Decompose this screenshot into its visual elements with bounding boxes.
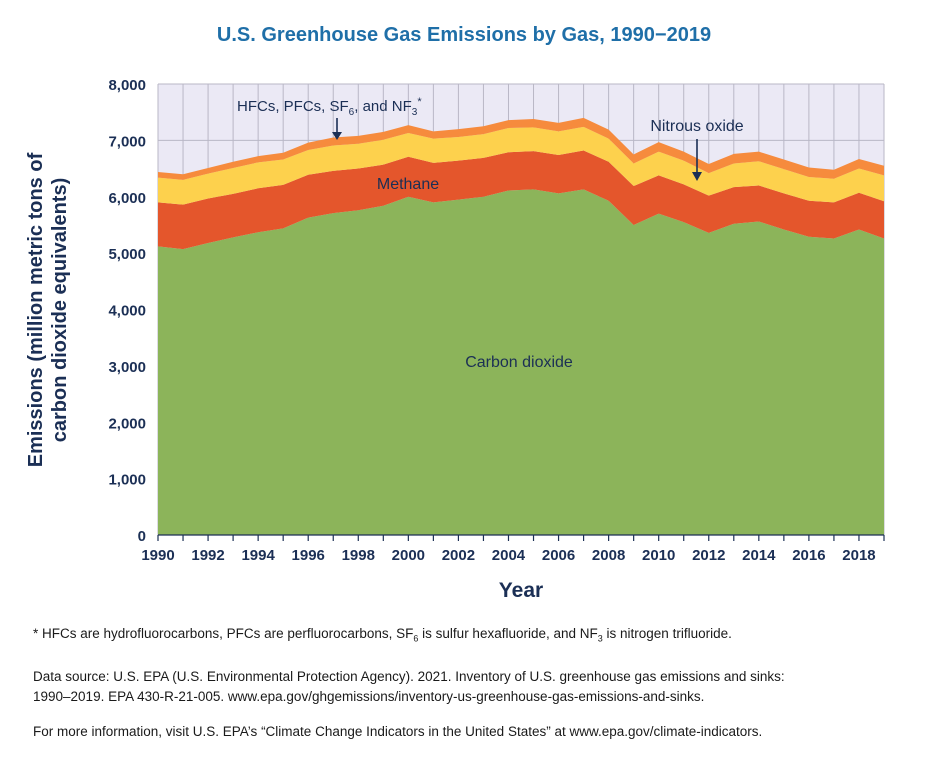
area-series: [158, 117, 884, 536]
area-carbon-dioxide: [158, 189, 884, 536]
x-tick-label-2004: 2004: [492, 547, 526, 564]
data-source-note: Data source: U.S. EPA (U.S. Environmenta…: [33, 667, 913, 707]
y-axis-label-line1: Emissions (million metric tons of: [25, 152, 47, 467]
footnote-sub-2: 3: [597, 633, 603, 644]
x-axis-ticks: 1990 1992 1994 1996 1998 2000 2002 2004 2006 2008…: [141, 534, 885, 564]
nitrous-oxide-label: Nitrous oxide: [650, 118, 743, 135]
hfc-label-star: *: [417, 96, 422, 108]
more-info-note: For more information, visit U.S. EPA’s “…: [33, 722, 913, 742]
area-hfcs-pfcs-sf6-and-nf3: [158, 117, 884, 180]
footnote: * HFCs are hydrofluorocarbons, PFCs are …: [33, 624, 913, 649]
hfc-annotation: HFCs, PFCs, SF6, and NF3*: [237, 96, 422, 118]
footnote-part-c: is nitrogen trifluoride.: [602, 626, 732, 641]
y-axis-ticks: 0 1,000 2,000 3,000 4,000 5,000 6,000 7,000 8,00…: [108, 77, 146, 545]
y-tick-label-4000: 4,000: [108, 303, 146, 320]
x-tick-label-2016: 2016: [792, 547, 825, 564]
x-tick-label-2000: 2000: [392, 547, 425, 564]
x-tick-label-2008: 2008: [592, 547, 625, 564]
y-tick-label-0: 0: [138, 528, 146, 545]
x-tick-label-1992: 1992: [191, 547, 224, 564]
methane-label: Methane: [377, 176, 439, 193]
x-tick-label-1996: 1996: [292, 547, 325, 564]
area-nitrous-oxide: [158, 126, 884, 205]
hfc-arrow: [332, 118, 342, 140]
x-axis-label: Year: [499, 579, 543, 602]
hfc-label-part2: , and NF: [354, 98, 412, 115]
x-tick-label-1990: 1990: [141, 547, 174, 564]
y-tick-label-6000: 6,000: [108, 190, 146, 207]
footnote-part-b: is sulfur hexafluoride, and NF: [418, 626, 598, 641]
x-tick-label-2006: 2006: [542, 547, 575, 564]
x-tick-label-2010: 2010: [642, 547, 675, 564]
x-tick-label-1998: 1998: [342, 547, 375, 564]
y-tick-label-3000: 3,000: [108, 359, 146, 376]
x-tick-label-2014: 2014: [742, 547, 776, 564]
hfc-label-part1: HFCs, PFCs, SF: [237, 98, 349, 115]
hfc-label-sub2: 3: [412, 107, 418, 118]
data-source-line2: 1990–2019. EPA 430-R-21-005. www.epa.gov…: [33, 689, 705, 704]
x-tick-label-2012: 2012: [692, 547, 725, 564]
carbon-dioxide-label: Carbon dioxide: [465, 354, 573, 371]
area-methane: [158, 150, 884, 250]
y-tick-label-5000: 5,000: [108, 246, 146, 263]
y-tick-label-1000: 1,000: [108, 472, 146, 489]
nitrous-oxide-arrow: [692, 139, 702, 181]
chart: 0 1,000 2,000 3,000 4,000 5,000 6,000 7,000 8,00…: [25, 77, 885, 602]
y-tick-label-7000: 7,000: [108, 133, 146, 150]
y-axis-label-line2: carbon dioxide equivalents): [49, 178, 71, 443]
x-tick-label-1994: 1994: [241, 547, 275, 564]
x-tick-label-2018: 2018: [842, 547, 875, 564]
chart-title: U.S. Greenhouse Gas Emissions by Gas, 19…: [216, 24, 712, 46]
y-tick-label-8000: 8,000: [108, 77, 146, 94]
x-tick-label-2002: 2002: [442, 547, 475, 564]
hfc-label-sub1: 6: [349, 107, 355, 118]
footnote-part-a: * HFCs are hydrofluorocarbons, PFCs are …: [33, 626, 414, 641]
footnote-sub-1: 6: [413, 633, 419, 644]
y-tick-label-2000: 2,000: [108, 415, 146, 432]
more-info-text: For more information, visit U.S. EPA’s “…: [33, 724, 763, 739]
data-source-line1: Data source: U.S. EPA (U.S. Environmenta…: [33, 669, 785, 684]
